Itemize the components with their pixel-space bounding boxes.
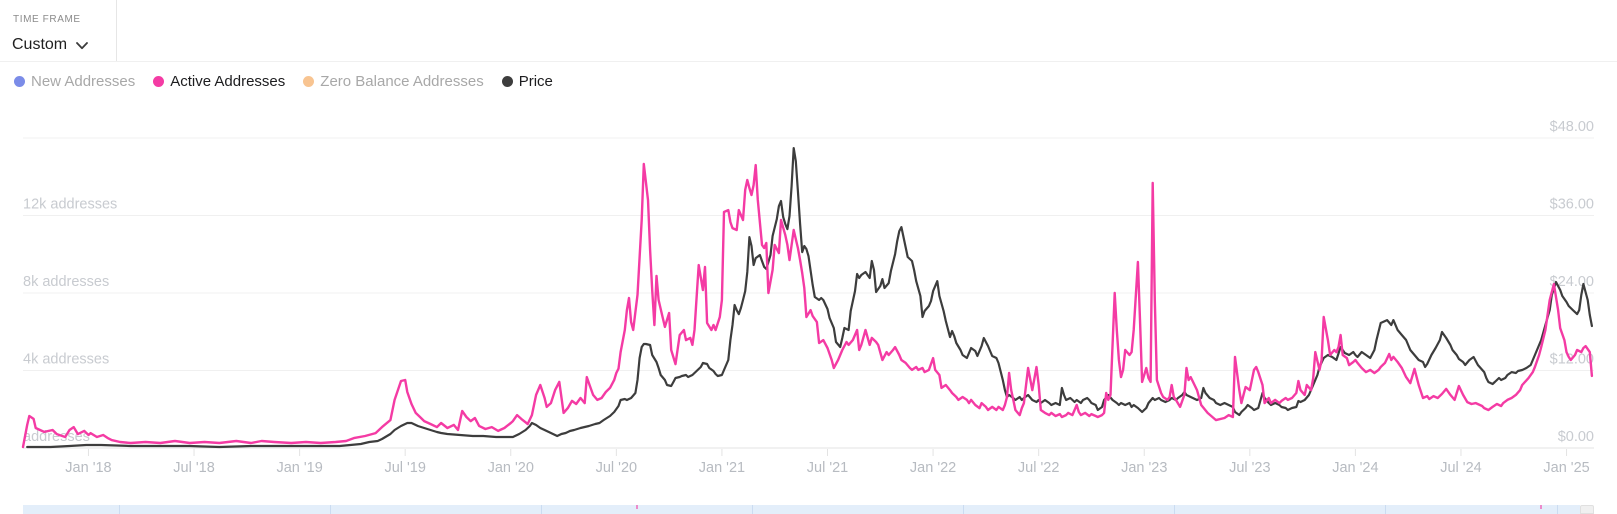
brush-preview-peak xyxy=(1540,505,1542,509)
brush-divider xyxy=(541,505,542,514)
svg-text:Jul '24: Jul '24 xyxy=(1440,460,1481,476)
svg-text:Jan '22: Jan '22 xyxy=(910,460,956,476)
svg-text:Jan '21: Jan '21 xyxy=(699,460,745,476)
brush-divider xyxy=(1385,505,1386,514)
price-dot-icon xyxy=(501,75,513,87)
legend-label: Zero Balance Addresses xyxy=(320,72,484,90)
chart-canvas[interactable]: Jan '18 Jul '18 Jan '19 Jul '19 Jan '20 Jul '… xyxy=(0,100,1617,495)
svg-text:8k addresses: 8k addresses xyxy=(23,274,109,290)
legend-label: Active Addresses xyxy=(170,72,286,90)
active-addresses-dot-icon xyxy=(153,75,165,87)
svg-text:Jul '22: Jul '22 xyxy=(1018,460,1059,476)
top-toolbar: TIME FRAME Custom xyxy=(0,0,1617,62)
svg-text:Jan '20: Jan '20 xyxy=(488,460,534,476)
brush-divider xyxy=(330,505,331,514)
svg-text:Jan '24: Jan '24 xyxy=(1332,460,1378,476)
svg-text:$0.00: $0.00 xyxy=(1558,429,1594,445)
legend-label: Price xyxy=(518,72,553,90)
legend-item-active-addresses[interactable]: Active Addresses xyxy=(153,73,285,90)
brush-preview-peak xyxy=(636,505,638,509)
svg-text:Jul '18: Jul '18 xyxy=(173,460,214,476)
svg-text:$48.00: $48.00 xyxy=(1550,119,1594,135)
legend-item-zero-balance-addresses[interactable]: Zero Balance Addresses xyxy=(303,72,484,90)
time-frame-dropdown[interactable]: TIME FRAME Custom xyxy=(0,0,117,61)
legend-label: New Addresses xyxy=(31,72,136,90)
legend-item-price[interactable]: Price xyxy=(501,72,553,90)
addresses-price-chart[interactable]: Jan '18 Jul '18 Jan '19 Jul '19 Jan '20 Jul '… xyxy=(0,100,1617,495)
brush-divider xyxy=(1557,505,1558,514)
timeline-brush[interactable] xyxy=(23,505,1580,514)
svg-text:4k addresses: 4k addresses xyxy=(23,352,109,368)
brush-divider xyxy=(963,505,964,514)
svg-text:Jan '19: Jan '19 xyxy=(276,460,322,476)
timeline-brush-handle[interactable] xyxy=(1580,505,1594,514)
svg-text:Jan '23: Jan '23 xyxy=(1121,460,1167,476)
brush-divider xyxy=(752,505,753,514)
svg-text:Jan '18: Jan '18 xyxy=(65,460,111,476)
chevron-down-icon xyxy=(76,37,89,55)
brush-divider xyxy=(119,505,120,514)
new-addresses-dot-icon xyxy=(14,75,25,87)
svg-text:Jan '25: Jan '25 xyxy=(1543,460,1589,476)
svg-text:Jul '20: Jul '20 xyxy=(596,460,637,476)
legend-item-new-addresses[interactable]: New Addresses xyxy=(14,73,135,90)
time-frame-label: TIME FRAME xyxy=(13,14,81,25)
brush-divider xyxy=(1174,505,1175,514)
svg-text:addresses: addresses xyxy=(23,429,90,445)
time-frame-value: Custom xyxy=(12,36,68,53)
svg-text:12k addresses: 12k addresses xyxy=(23,197,117,213)
svg-text:Jul '19: Jul '19 xyxy=(384,460,425,476)
svg-text:$36.00: $36.00 xyxy=(1550,197,1594,213)
zero-balance-addresses-dot-icon xyxy=(303,75,315,87)
svg-text:Jul '21: Jul '21 xyxy=(807,460,848,476)
svg-text:Jul '23: Jul '23 xyxy=(1229,460,1270,476)
chart-legend: New Addresses Active Addresses Zero Bala… xyxy=(14,62,571,100)
